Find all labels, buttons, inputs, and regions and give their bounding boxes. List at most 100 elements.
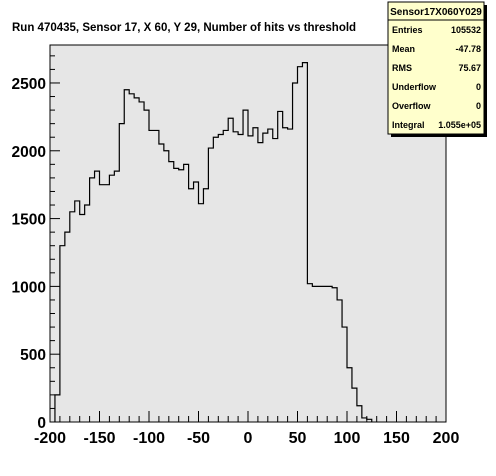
histogram-series xyxy=(54,62,373,422)
histogram-bin xyxy=(208,148,213,422)
y-tick-label: 0 xyxy=(37,415,46,432)
histogram-bin xyxy=(65,232,70,422)
x-tick-label: -200 xyxy=(34,430,66,447)
histogram-line xyxy=(54,62,373,422)
histogram-bin xyxy=(253,128,258,422)
histogram-bin xyxy=(243,110,248,422)
stats-box: Sensor17X060Y029 Entries 105532 Mean -47.78… xyxy=(387,1,487,137)
histogram-bin xyxy=(159,144,164,422)
histogram-bin xyxy=(199,204,204,422)
x-axis: -200 -150 -100 -50 0 50 100 150 200 xyxy=(34,411,459,447)
histogram-bin xyxy=(203,189,208,422)
histogram-bin xyxy=(223,130,228,422)
x-tick-label: -100 xyxy=(133,430,165,447)
histogram-bin xyxy=(283,128,288,422)
histogram-bin xyxy=(298,67,303,422)
stats-row-label: Mean xyxy=(392,44,415,54)
y-tick-label: 1000 xyxy=(12,279,46,296)
stats-title: Sensor17X060Y029 xyxy=(390,7,482,18)
histogram-bin xyxy=(322,286,327,422)
histogram-bin xyxy=(273,139,278,422)
y-tick-label: 2000 xyxy=(12,144,46,161)
x-tick-label: 0 xyxy=(244,430,253,447)
histogram-bin xyxy=(139,102,144,422)
histogram-bin xyxy=(213,137,218,422)
histogram-bin xyxy=(179,170,184,422)
histogram-bin xyxy=(95,171,100,422)
histogram-bin xyxy=(248,136,253,422)
stats-row-value: 75.67 xyxy=(458,63,481,73)
histogram-bin xyxy=(119,124,124,422)
histogram-bin xyxy=(144,110,149,422)
x-tick-label: -50 xyxy=(187,430,210,447)
histogram-bin xyxy=(268,129,273,422)
histogram-bin xyxy=(85,205,90,422)
histogram-bin xyxy=(317,286,322,422)
histogram-bin xyxy=(347,368,352,422)
stats-row-value: 0 xyxy=(476,101,481,111)
histogram-bin xyxy=(342,327,347,422)
histogram-bin xyxy=(288,129,293,422)
histogram-bin xyxy=(263,133,268,422)
histogram-bin xyxy=(362,418,367,422)
histogram-bin xyxy=(55,395,60,422)
histogram-bin xyxy=(228,118,233,422)
histogram-bin xyxy=(352,388,357,422)
histogram-bin xyxy=(357,406,362,422)
x-tick-label: -150 xyxy=(83,430,115,447)
stats-box-background xyxy=(387,1,485,135)
x-tick-label: 50 xyxy=(289,430,307,447)
histogram-bin xyxy=(332,288,337,422)
histogram-bin xyxy=(218,135,223,422)
histogram-bin xyxy=(184,164,189,422)
x-tick-label: 150 xyxy=(383,430,410,447)
histogram-bin xyxy=(80,215,85,422)
x-tick-label: 100 xyxy=(334,430,361,447)
stats-row-value: 105532 xyxy=(451,25,481,35)
histogram-bin xyxy=(169,162,174,422)
histogram-bin xyxy=(258,143,263,422)
histogram-bin xyxy=(114,171,119,422)
stats-row-value: 1.055e+05 xyxy=(438,120,481,130)
histogram-bin xyxy=(75,201,80,422)
histogram-bin xyxy=(312,286,317,422)
stats-row-label: Overflow xyxy=(392,101,432,111)
plot-frame xyxy=(49,44,447,423)
stats-row-label: RMS xyxy=(392,63,412,73)
histogram-bin xyxy=(70,212,75,422)
histogram-bin xyxy=(134,98,139,422)
y-axis: 0 500 1000 1500 2000 2500 xyxy=(12,55,60,432)
histogram-bin xyxy=(90,178,95,422)
stats-row-value: 0 xyxy=(476,82,481,92)
x-tick-label: 200 xyxy=(433,430,460,447)
histogram-bin xyxy=(189,189,194,422)
histogram-bin xyxy=(109,175,114,422)
stats-row-label: Entries xyxy=(392,25,423,35)
histogram-bin xyxy=(302,63,307,422)
stats-row-value: -47.78 xyxy=(455,44,481,54)
histogram-bin xyxy=(194,182,199,422)
stats-row-label: Underflow xyxy=(392,82,437,92)
plot-area xyxy=(49,44,447,423)
histogram-bin xyxy=(154,130,159,422)
stats-rows: Entries 105532 Mean -47.78 RMS 75.67 Underflow… xyxy=(392,25,481,130)
histogram-bin xyxy=(233,132,238,422)
histogram-bin xyxy=(174,168,179,422)
stats-row-label: Integral xyxy=(392,120,425,130)
y-tick-label: 500 xyxy=(20,347,46,364)
histogram-bin xyxy=(100,185,105,422)
histogram-bin xyxy=(278,111,283,422)
histogram-bin xyxy=(337,300,342,422)
histogram-bin xyxy=(164,151,169,422)
chart-title: Run 470435, Sensor 17, X 60, Y 29, Numbe… xyxy=(12,22,356,34)
histogram-bin xyxy=(238,135,243,422)
histogram-bin xyxy=(60,246,65,422)
y-tick-label: 1500 xyxy=(12,212,46,229)
histogram-bin xyxy=(129,94,134,422)
histogram-bin xyxy=(327,286,332,422)
histogram-bin xyxy=(307,284,312,422)
histogram-bin xyxy=(104,185,109,422)
y-tick-label: 2500 xyxy=(12,76,46,93)
